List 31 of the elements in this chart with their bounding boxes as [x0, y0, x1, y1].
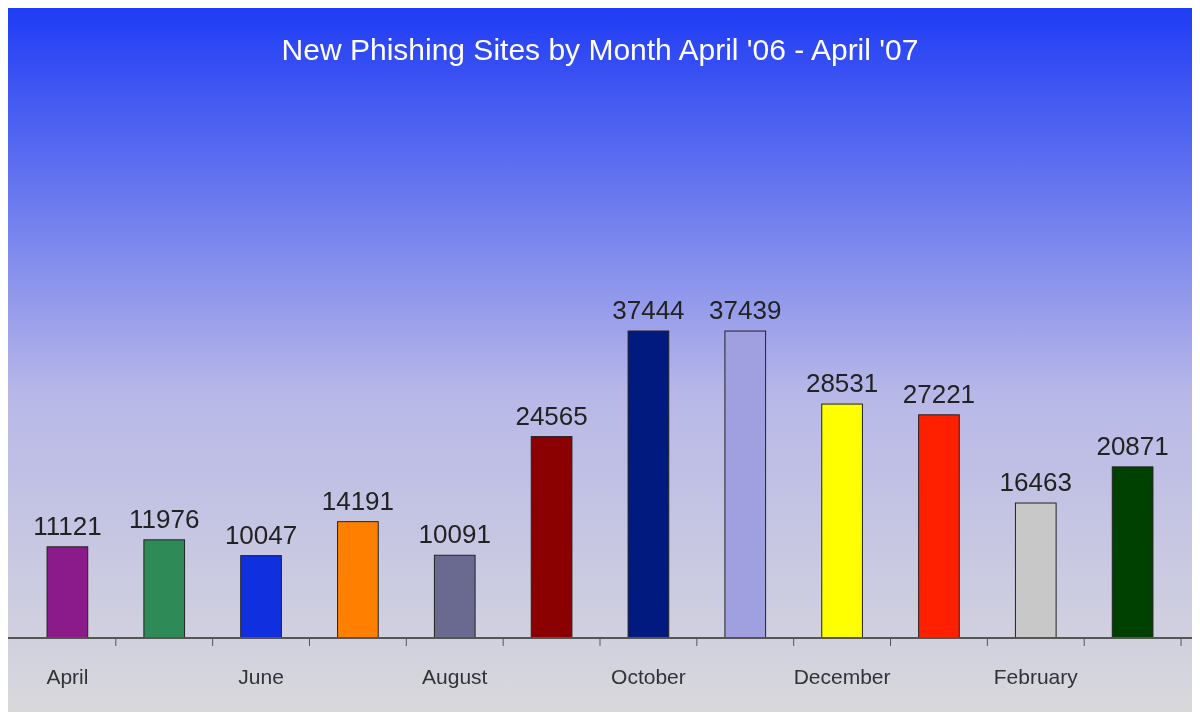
bar: [821, 403, 863, 639]
bar: [433, 554, 476, 639]
bar: [46, 546, 89, 639]
data-label: 37444: [612, 295, 685, 325]
bar: [240, 555, 282, 639]
bar: [1111, 466, 1154, 639]
chart-title: New Phishing Sites by Month April '06 - April '07: [281, 33, 919, 66]
data-label: 16463: [999, 467, 1072, 498]
data-label: 11121: [33, 510, 102, 541]
x-tick-label: August: [422, 665, 488, 688]
data-label: 37439: [709, 295, 782, 326]
bar: [337, 521, 379, 639]
bar: [143, 539, 186, 639]
bar: [627, 330, 670, 639]
bar: [1014, 502, 1057, 639]
data-label: 10091: [418, 519, 491, 550]
data-label: 28531: [805, 368, 879, 399]
x-tick-label: April: [46, 665, 89, 688]
x-tick-label: October: [611, 665, 686, 688]
bar: [918, 414, 960, 639]
x-tick-label: December: [793, 665, 891, 688]
data-label: 20871: [1096, 430, 1169, 461]
data-label: 11976: [129, 503, 200, 534]
data-label: 14191: [321, 485, 395, 516]
data-label: 24565: [515, 400, 588, 431]
data-label: 10047: [224, 519, 298, 550]
data-label: 27221: [902, 378, 976, 409]
x-tick-label: February: [993, 665, 1079, 688]
bar: [724, 330, 767, 639]
bar: [530, 436, 573, 639]
x-tick-label: June: [238, 665, 284, 688]
